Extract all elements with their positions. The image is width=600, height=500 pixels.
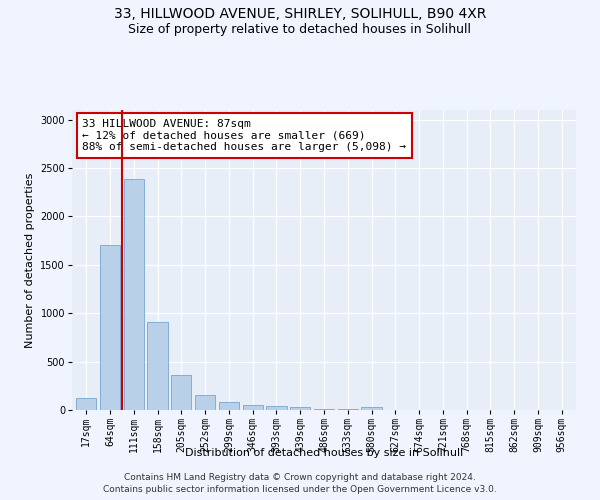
Text: Contains HM Land Registry data © Crown copyright and database right 2024.
Contai: Contains HM Land Registry data © Crown c… [103, 472, 497, 494]
Bar [195, 396, 215, 410]
Text: 33 HILLWOOD AVENUE: 87sqm
← 12% of detached houses are smaller (669)
88% of semi: 33 HILLWOOD AVENUE: 87sqm ← 12% of detac… [82, 119, 406, 152]
Bar [314, 408, 334, 410]
Bar [242, 404, 263, 410]
Bar [148, 322, 167, 410]
Bar [171, 375, 191, 410]
Text: Distribution of detached houses by size in Solihull: Distribution of detached houses by size … [185, 448, 463, 458]
Bar [361, 407, 382, 410]
Bar [124, 178, 144, 410]
Bar [338, 409, 358, 410]
Text: Size of property relative to detached houses in Solihull: Size of property relative to detached ho… [128, 22, 472, 36]
Bar [219, 402, 239, 410]
Y-axis label: Number of detached properties: Number of detached properties [25, 172, 35, 348]
Bar [290, 407, 310, 410]
Bar [76, 398, 97, 410]
Bar [266, 406, 287, 410]
Bar [100, 246, 120, 410]
Text: 33, HILLWOOD AVENUE, SHIRLEY, SOLIHULL, B90 4XR: 33, HILLWOOD AVENUE, SHIRLEY, SOLIHULL, … [114, 8, 486, 22]
